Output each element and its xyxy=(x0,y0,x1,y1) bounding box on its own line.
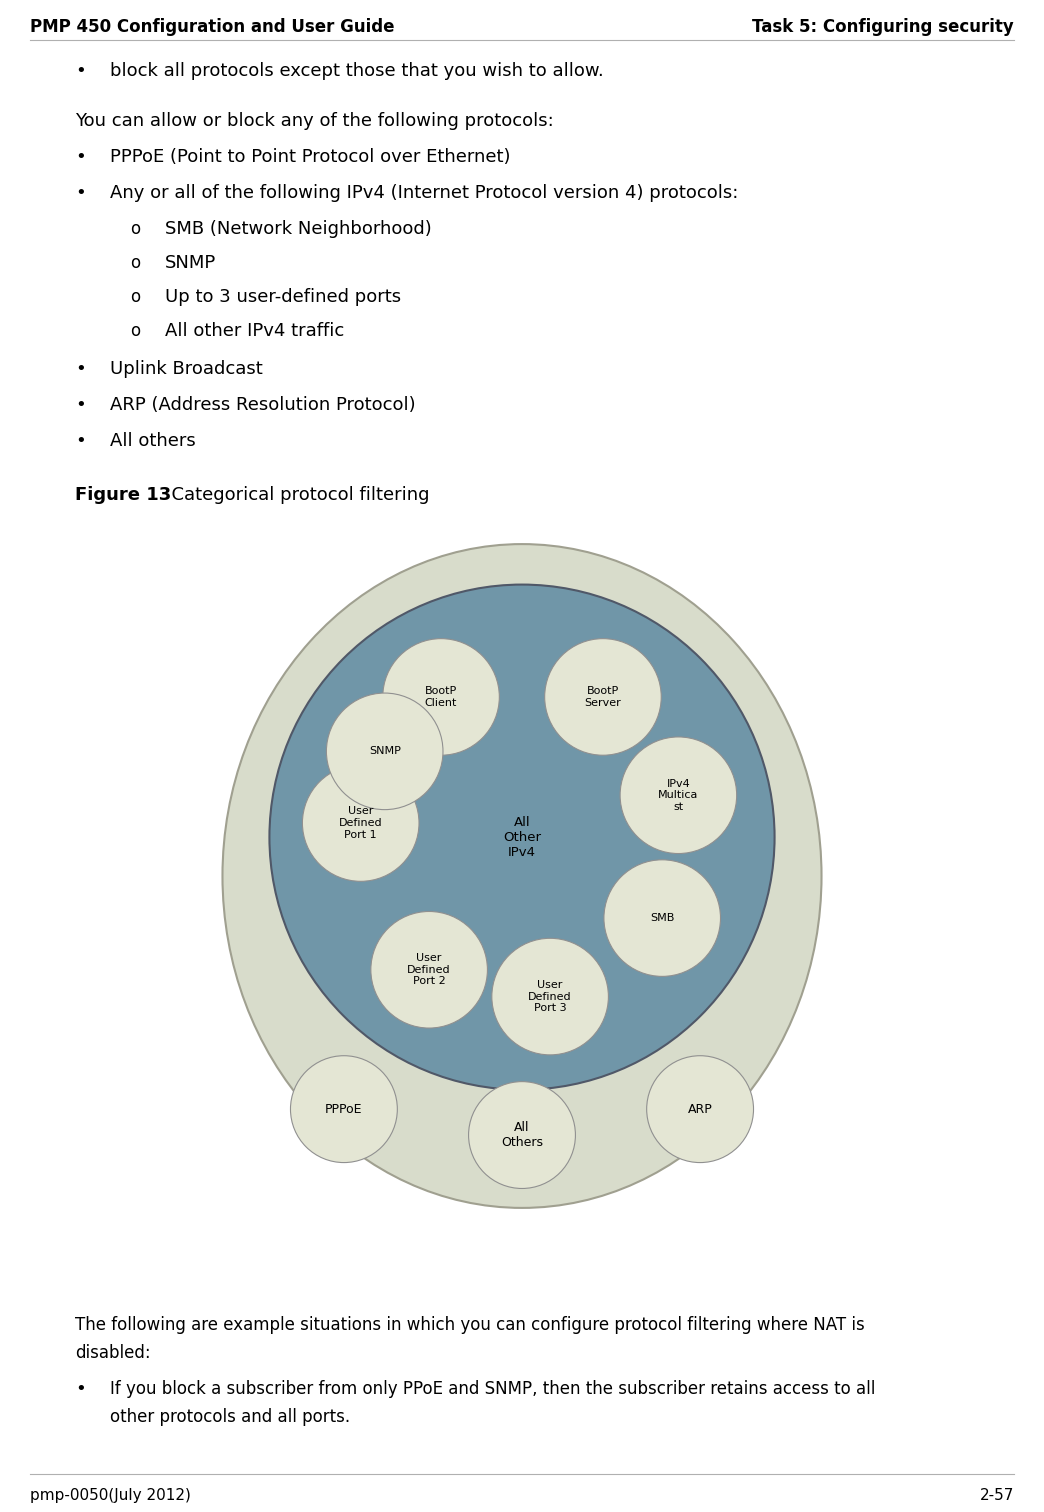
Text: BootP
Client: BootP Client xyxy=(425,686,457,708)
Text: User
Defined
Port 1: User Defined Port 1 xyxy=(339,806,382,839)
Text: PPPoE (Point to Point Protocol over Ethernet): PPPoE (Point to Point Protocol over Ethe… xyxy=(110,148,511,166)
Text: •: • xyxy=(75,1380,86,1399)
Circle shape xyxy=(290,1055,398,1163)
Circle shape xyxy=(383,638,499,754)
Text: •: • xyxy=(75,432,86,451)
Text: All other IPv4 traffic: All other IPv4 traffic xyxy=(165,322,345,340)
Text: •: • xyxy=(75,148,86,166)
Text: Figure 13: Figure 13 xyxy=(75,485,171,503)
Text: Uplink Broadcast: Uplink Broadcast xyxy=(110,360,263,378)
Circle shape xyxy=(269,585,775,1090)
Text: SMB: SMB xyxy=(650,913,674,924)
Text: •: • xyxy=(75,184,86,203)
Text: Task 5: Configuring security: Task 5: Configuring security xyxy=(753,18,1014,36)
Circle shape xyxy=(469,1081,575,1188)
Text: Categorical protocol filtering: Categorical protocol filtering xyxy=(160,485,429,503)
Text: block all protocols except those that you wish to allow.: block all protocols except those that yo… xyxy=(110,62,603,80)
Text: other protocols and all ports.: other protocols and all ports. xyxy=(110,1408,350,1426)
Text: o: o xyxy=(130,287,140,305)
Text: SNMP: SNMP xyxy=(165,254,216,272)
Text: •: • xyxy=(75,396,86,414)
Text: disabled:: disabled: xyxy=(75,1344,150,1362)
Text: •: • xyxy=(75,360,86,378)
Text: You can allow or block any of the following protocols:: You can allow or block any of the follow… xyxy=(75,112,553,130)
Ellipse shape xyxy=(222,544,822,1208)
Text: Any or all of the following IPv4 (Internet Protocol version 4) protocols:: Any or all of the following IPv4 (Intern… xyxy=(110,184,738,203)
Circle shape xyxy=(492,939,609,1055)
Text: All
Other
IPv4: All Other IPv4 xyxy=(503,815,541,859)
Text: User
Defined
Port 2: User Defined Port 2 xyxy=(407,953,451,986)
Text: PPPoE: PPPoE xyxy=(325,1102,362,1116)
Text: All
Others: All Others xyxy=(501,1120,543,1149)
Circle shape xyxy=(327,692,443,809)
Text: User
Defined
Port 3: User Defined Port 3 xyxy=(528,980,572,1013)
Text: o: o xyxy=(130,322,140,340)
Text: If you block a subscriber from only PPoE and SNMP, then the subscriber retains a: If you block a subscriber from only PPoE… xyxy=(110,1380,875,1399)
Text: BootP
Server: BootP Server xyxy=(585,686,621,708)
Text: •: • xyxy=(75,62,86,80)
Text: IPv4
Multica
st: IPv4 Multica st xyxy=(658,779,698,812)
Text: SMB (Network Neighborhood): SMB (Network Neighborhood) xyxy=(165,221,432,237)
Circle shape xyxy=(620,736,737,854)
Circle shape xyxy=(371,912,488,1028)
Circle shape xyxy=(603,860,720,977)
Text: o: o xyxy=(130,221,140,237)
Text: Up to 3 user-defined ports: Up to 3 user-defined ports xyxy=(165,287,401,305)
Text: The following are example situations in which you can configure protocol filteri: The following are example situations in … xyxy=(75,1315,864,1334)
Circle shape xyxy=(545,638,661,754)
Text: pmp-0050(July 2012): pmp-0050(July 2012) xyxy=(30,1488,191,1503)
Text: PMP 450 Configuration and User Guide: PMP 450 Configuration and User Guide xyxy=(30,18,395,36)
Text: 2-57: 2-57 xyxy=(979,1488,1014,1503)
Text: SNMP: SNMP xyxy=(369,747,401,756)
Circle shape xyxy=(303,765,419,881)
Circle shape xyxy=(646,1055,754,1163)
Text: ARP (Address Resolution Protocol): ARP (Address Resolution Protocol) xyxy=(110,396,416,414)
Text: All others: All others xyxy=(110,432,196,451)
Text: ARP: ARP xyxy=(688,1102,712,1116)
Text: o: o xyxy=(130,254,140,272)
